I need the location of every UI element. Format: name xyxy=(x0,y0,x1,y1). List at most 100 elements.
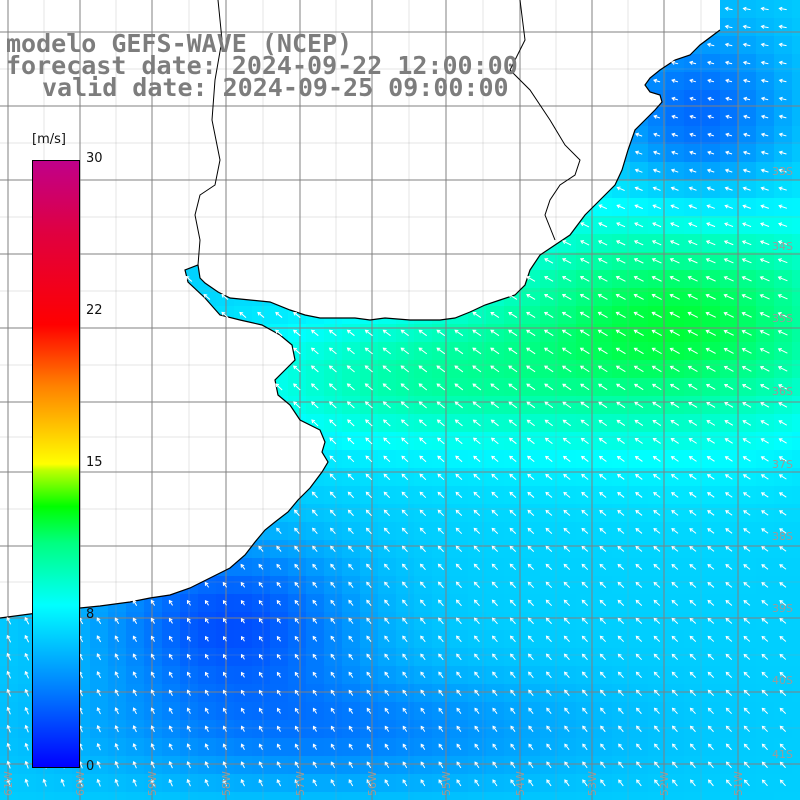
wind-arrow xyxy=(562,437,571,445)
wind-arrow-shaft xyxy=(743,546,751,552)
wind-arrow-shaft xyxy=(564,671,570,679)
wind-arrow xyxy=(400,419,409,427)
wind-arrow xyxy=(312,689,318,696)
wind-arrow-head xyxy=(651,240,656,245)
field-cell xyxy=(792,558,800,577)
wind-arrow-shaft xyxy=(528,671,534,679)
wind-arrow-shaft xyxy=(690,115,696,119)
wind-arrow-head xyxy=(420,725,425,730)
wind-arrow-head xyxy=(689,96,694,101)
wind-arrow xyxy=(688,438,697,444)
wind-arrow-head xyxy=(689,653,694,658)
field-cell xyxy=(792,486,800,505)
wind-arrow-shaft xyxy=(365,437,373,445)
wind-arrow-shaft xyxy=(474,689,480,697)
wind-arrow-head xyxy=(132,617,137,622)
wind-arrow xyxy=(742,186,751,191)
wind-arrow xyxy=(779,617,787,624)
wind-arrow-shaft xyxy=(653,564,661,570)
wind-arrow-head xyxy=(707,671,712,676)
wind-arrow-shaft xyxy=(742,384,752,390)
wind-arrow-head xyxy=(384,617,389,622)
wind-arrow xyxy=(419,509,427,517)
wind-arrow-head xyxy=(633,240,639,244)
wind-arrow-head xyxy=(310,329,315,334)
wind-arrow-shaft xyxy=(528,689,534,697)
wind-arrow-head xyxy=(723,329,728,334)
wind-arrow-shaft xyxy=(779,456,787,462)
wind-arrow-head xyxy=(364,365,369,370)
wind-arrow-shaft xyxy=(276,582,282,588)
wind-arrow xyxy=(348,599,354,606)
wind-arrow-shaft xyxy=(187,654,191,660)
wind-arrow-shaft xyxy=(438,617,444,625)
wind-arrow-shaft xyxy=(294,672,300,678)
wind-arrow-shaft xyxy=(690,689,696,697)
wind-arrow-head xyxy=(778,222,783,227)
wind-arrow xyxy=(617,617,625,625)
wind-arrow-head xyxy=(418,329,423,334)
wind-arrow-shaft xyxy=(689,456,697,462)
wind-arrow-shaft xyxy=(599,564,607,570)
wind-arrow-shaft xyxy=(617,510,625,516)
wind-arrow-shaft xyxy=(725,636,733,642)
wind-arrow xyxy=(689,510,697,516)
wind-arrow-head xyxy=(671,545,676,550)
wind-arrow xyxy=(418,383,428,391)
wind-arrow xyxy=(490,365,500,373)
wind-arrow-shaft xyxy=(474,563,480,571)
wind-arrow-head xyxy=(400,347,405,352)
wind-arrow-head xyxy=(330,635,335,640)
wind-arrow-shaft xyxy=(527,563,535,571)
wind-arrow xyxy=(687,311,698,318)
wind-arrow-head xyxy=(348,635,353,640)
wind-arrow-shaft xyxy=(400,347,410,355)
wind-arrow-head xyxy=(652,150,658,155)
wind-arrow xyxy=(562,419,571,427)
wind-arrow xyxy=(760,204,770,209)
wind-arrow-shaft xyxy=(563,546,571,552)
wind-arrow-head xyxy=(204,671,209,676)
wind-arrow xyxy=(132,599,138,606)
wind-arrow xyxy=(456,653,462,661)
wind-arrow xyxy=(472,401,482,409)
wind-arrow xyxy=(419,437,427,445)
wind-arrow xyxy=(187,617,191,624)
wind-arrow-head xyxy=(330,725,335,730)
wind-arrow-shaft xyxy=(79,707,83,715)
wind-arrow xyxy=(742,492,751,498)
wind-arrow xyxy=(635,707,642,715)
wind-arrow xyxy=(438,635,444,643)
wind-arrow-shaft xyxy=(761,600,769,606)
wind-arrow-shaft xyxy=(580,383,590,391)
wind-arrow-head xyxy=(743,689,748,694)
wind-arrow-head xyxy=(402,581,406,586)
wind-arrow-shaft xyxy=(545,599,553,607)
wind-arrow-shaft xyxy=(688,294,698,300)
wind-arrow xyxy=(634,204,644,210)
wind-arrow-shaft xyxy=(545,419,553,427)
wind-arrow xyxy=(223,618,227,624)
wind-arrow xyxy=(330,635,336,642)
wind-arrow xyxy=(132,689,137,697)
wind-arrow xyxy=(419,563,426,571)
wind-arrow-head xyxy=(150,707,155,712)
wind-arrow-shaft xyxy=(707,510,715,516)
wind-arrow-shaft xyxy=(438,563,444,571)
wind-arrow-head xyxy=(688,474,693,478)
wind-arrow xyxy=(707,150,715,155)
wind-arrow-shaft xyxy=(312,654,318,660)
wind-arrow-shaft xyxy=(707,672,715,678)
wind-arrow xyxy=(24,688,29,697)
wind-arrow-shaft xyxy=(634,401,644,409)
wind-arrow-head xyxy=(96,742,101,748)
wind-arrow xyxy=(724,474,733,480)
wind-arrow-shaft xyxy=(384,635,390,643)
wind-arrow-shaft xyxy=(760,330,770,336)
wind-arrow xyxy=(633,311,644,318)
wind-arrow xyxy=(706,204,715,209)
wind-arrow xyxy=(473,473,481,481)
wind-arrow xyxy=(240,743,245,751)
wind-arrow xyxy=(96,725,101,733)
wind-arrow-head xyxy=(546,725,551,730)
